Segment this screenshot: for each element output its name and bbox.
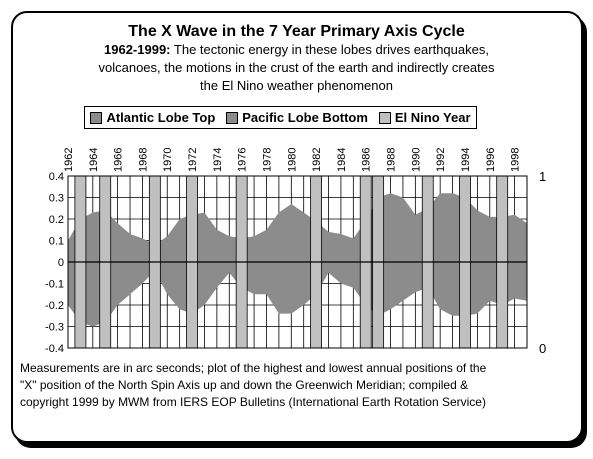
x-tick-label: 1992 (435, 148, 447, 172)
legend-item-el-nino: El Nino Year (378, 110, 471, 125)
legend-swatch-el-nino (378, 111, 391, 124)
x-tick-label: 1978 (261, 148, 273, 172)
footnote-line-3: copyright 1999 by MWM from IERS EOP Bull… (20, 395, 486, 409)
y-tick-label-left: 0.4 (49, 171, 64, 183)
x-tick-label: 1976 (237, 148, 249, 172)
legend-label-pacific: Pacific Lobe Bottom (242, 110, 368, 125)
footnote-line-2: "X" position of the North Spin Axis up a… (20, 378, 469, 392)
legend-swatch-pacific (226, 111, 239, 124)
x-tick-label: 1982 (311, 148, 323, 172)
x-tick-label: 1966 (113, 148, 125, 172)
chart-title: The X Wave in the 7 Year Primary Axis Cy… (128, 23, 465, 40)
x-tick-label: 1968 (137, 148, 149, 172)
x-tick-label: 1998 (510, 148, 522, 172)
legend-item-atlantic: Atlantic Lobe Top (90, 110, 215, 125)
x-tick-label: 1964 (88, 148, 100, 172)
y-tick-label-left: -0.3 (45, 322, 64, 334)
subtitle-text-1: The tectonic energy in these lobes drive… (170, 42, 489, 57)
y-tick-label-left: 0.2 (49, 214, 64, 226)
legend-label-el-nino: El Nino Year (394, 110, 471, 125)
y-tick-label-left: -0.4 (45, 343, 64, 355)
x-tick-label: 1994 (460, 148, 472, 172)
footnote-line-1: Measurements are in arc seconds; plot of… (20, 361, 487, 375)
x-tick-label: 1986 (361, 148, 373, 172)
y-tick-label-right: 1 (539, 169, 546, 184)
x-tick-label: 1988 (386, 148, 398, 172)
y-tick-label-left: 0.1 (49, 236, 64, 248)
chart-legend: Atlantic Lobe Top Pacific Lobe Bottom El… (84, 106, 477, 129)
y-tick-label-left: 0 (58, 257, 64, 269)
series-area-pacific (68, 262, 527, 327)
x-tick-label: 1996 (485, 148, 497, 172)
legend-item-pacific: Pacific Lobe Bottom (226, 110, 368, 125)
y-tick-label-left: -0.1 (45, 279, 64, 291)
x-tick-label: 1974 (212, 148, 224, 172)
x-tick-label: 1980 (286, 148, 298, 172)
chart-subtitle-line-1: 1962-1999: The tectonic energy in these … (0, 42, 593, 57)
legend-swatch-atlantic (90, 111, 103, 124)
plot-border (67, 175, 528, 349)
chart-subtitle-line-2: volcanoes, the motions in the crust of t… (98, 60, 495, 75)
x-tick-label: 1984 (336, 148, 348, 172)
chart-footnote: Measurements are in arc seconds; plot of… (20, 360, 580, 411)
x-tick-label: 1962 (63, 148, 75, 172)
x-tick-label: 1970 (162, 148, 174, 172)
legend-label-atlantic: Atlantic Lobe Top (106, 110, 216, 125)
x-tick-label: 1972 (187, 148, 199, 172)
y-tick-label-right: 0 (539, 341, 546, 356)
subtitle-date-range: 1962-1999: (104, 42, 171, 57)
chart-subtitle-line-3: the El Nino weather phenomenon (200, 78, 393, 93)
y-tick-label-left: 0.3 (49, 193, 64, 205)
series-area-atlantic (68, 193, 527, 262)
y-tick-label-left: -0.2 (45, 300, 64, 312)
x-tick-label: 1990 (410, 148, 422, 172)
